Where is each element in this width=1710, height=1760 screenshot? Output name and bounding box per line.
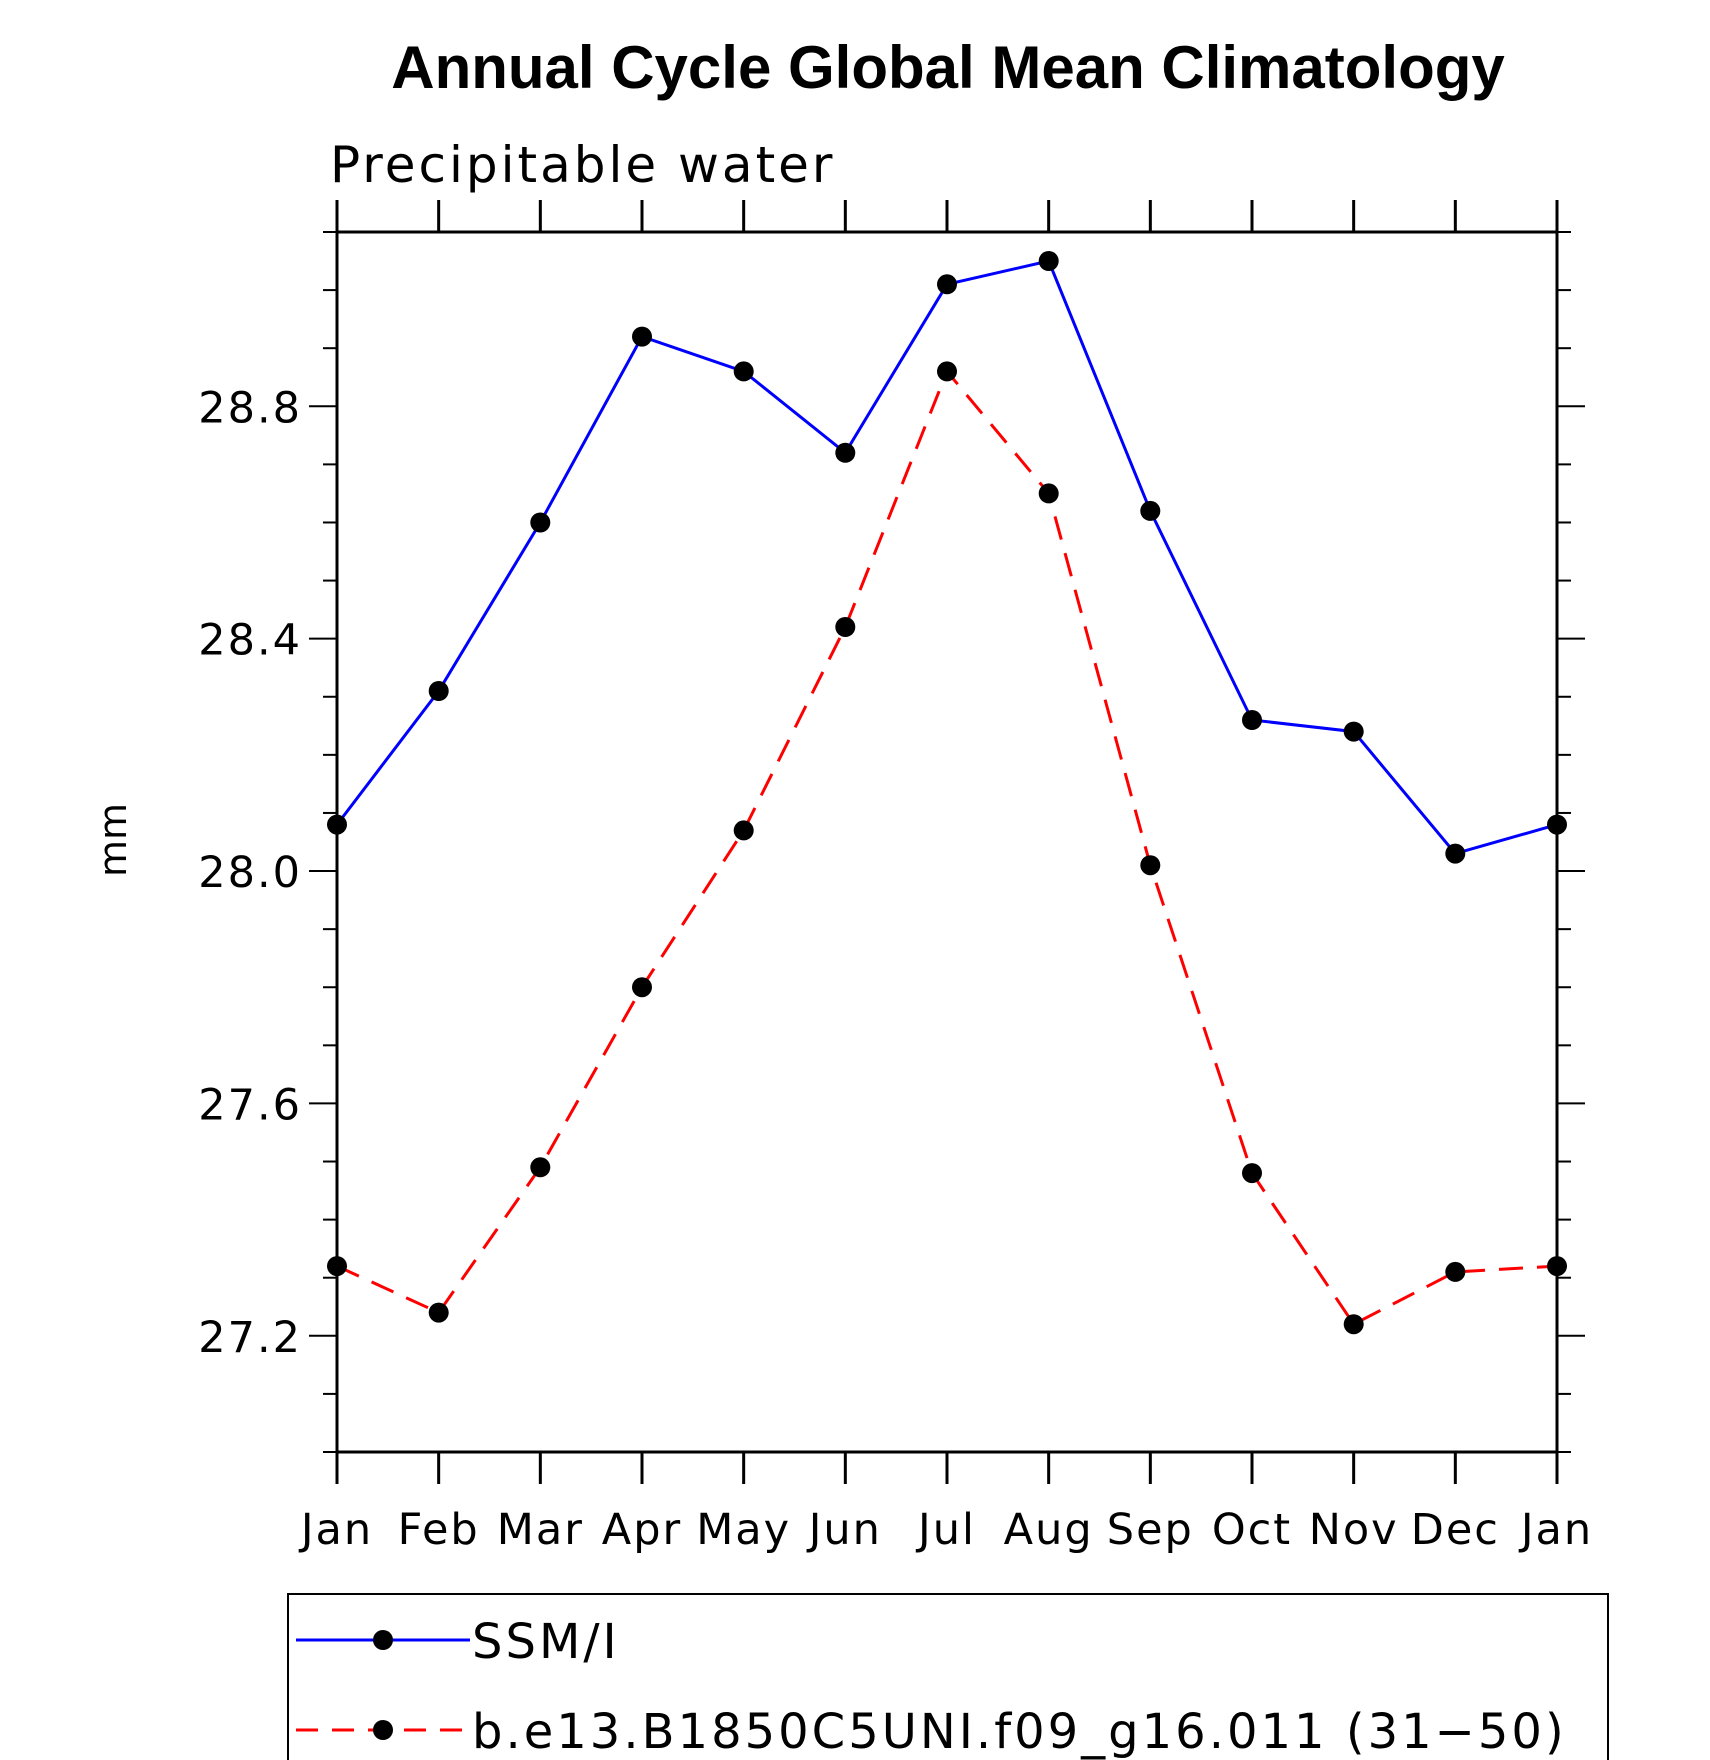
x-tick-label: Aug <box>1004 1505 1094 1555</box>
data-point-series-0 <box>1343 721 1364 742</box>
data-point-series-0 <box>1038 251 1059 271</box>
y-tick-label: 28.8 <box>198 383 302 433</box>
series-line-1 <box>336 368 1558 1327</box>
series-layer <box>327 251 1567 1335</box>
x-tick-label: Mar <box>497 1505 584 1555</box>
y-tick-label: 28.4 <box>198 616 302 666</box>
data-point-series-1 <box>1445 1261 1466 1282</box>
data-point-series-0 <box>733 361 754 382</box>
x-tick-label: Jun <box>806 1505 882 1555</box>
plot-frame <box>335 230 1559 1454</box>
x-tick-label: Jul <box>915 1505 976 1555</box>
x-tick-label: May <box>696 1505 791 1555</box>
y-tick-label: 27.2 <box>198 1313 302 1363</box>
data-point-series-1 <box>327 1256 347 1277</box>
x-tick-label: Dec <box>1411 1505 1500 1555</box>
axes: Jan Feb Mar Apr May Jun Jul Aug Sep Oct Nov Dec Jan 2… <box>198 200 1593 1555</box>
x-tick-label: Jan <box>298 1505 373 1555</box>
y-axis-label: mm <box>91 803 135 877</box>
data-point-series-1 <box>937 361 957 382</box>
data-point-series-0 <box>1242 710 1262 730</box>
y-tick-label: 28.0 <box>198 848 302 898</box>
x-tick-label: Nov <box>1309 1505 1399 1555</box>
data-point-series-1 <box>1547 1256 1567 1277</box>
x-tick-label: Apr <box>602 1505 682 1555</box>
legend-marker-ssmi <box>373 1630 393 1650</box>
data-point-series-0 <box>1445 843 1466 864</box>
chart-subtitle: Precipitable water <box>330 136 836 194</box>
x-tick-label: Oct <box>1212 1505 1292 1555</box>
data-point-series-0 <box>1140 500 1161 521</box>
legend: SSM/I b.e13.B1850C5UNI.f09_g16.011 (31−5… <box>287 1593 1609 1760</box>
x-tick-label: Sep <box>1107 1505 1194 1555</box>
legend-label-ssmi: SSM/I <box>472 1614 620 1670</box>
data-point-series-0 <box>1547 814 1567 835</box>
data-point-series-1 <box>530 1157 551 1178</box>
data-point-series-0 <box>632 326 652 347</box>
legend-box <box>287 1593 1609 1760</box>
legend-marker-model <box>373 1720 393 1740</box>
data-point-series-1 <box>1242 1163 1262 1184</box>
data-point-series-0 <box>428 681 449 701</box>
data-point-series-0 <box>835 442 856 463</box>
data-point-series-0 <box>937 274 957 295</box>
x-tick-label: Jan <box>1518 1505 1593 1555</box>
chart-title: Annual Cycle Global Mean Climatology <box>391 34 1505 101</box>
data-point-series-1 <box>632 977 652 998</box>
data-point-series-1 <box>428 1302 449 1323</box>
x-tick-label: Feb <box>398 1505 480 1555</box>
data-point-series-1 <box>1038 483 1059 504</box>
data-point-series-0 <box>327 814 347 835</box>
y-tick-label: 27.6 <box>198 1080 302 1130</box>
data-point-series-0 <box>530 512 551 533</box>
series-line-0 <box>335 259 1558 856</box>
data-point-series-1 <box>1343 1314 1364 1335</box>
data-point-series-1 <box>733 820 754 841</box>
data-point-series-1 <box>1140 855 1161 876</box>
data-point-series-1 <box>835 617 856 637</box>
legend-label-model: b.e13.B1850C5UNI.f09_g16.011 (31−50) <box>472 1704 1567 1760</box>
